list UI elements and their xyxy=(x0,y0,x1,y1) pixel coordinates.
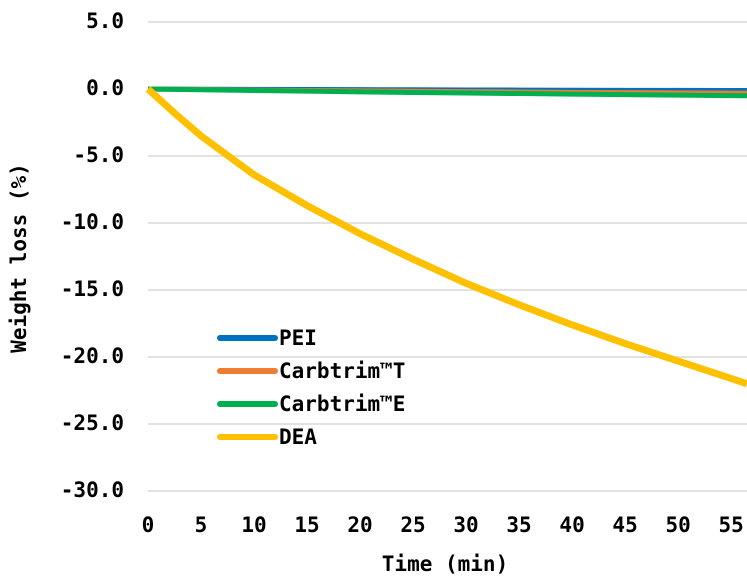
x-tick-label: 45 xyxy=(612,513,637,537)
y-tick-label: -30.0 xyxy=(61,478,124,502)
x-tick-label: 20 xyxy=(347,513,372,537)
y-tick-label: 0.0 xyxy=(86,76,124,100)
y-tick-label: 5.0 xyxy=(86,9,124,33)
x-tick-label: 5 xyxy=(195,513,208,537)
y-tick-label: -25.0 xyxy=(61,411,124,435)
x-tick-label: 40 xyxy=(559,513,584,537)
legend-label: Carbtrim™E xyxy=(279,392,405,416)
x-tick-label: 30 xyxy=(453,513,478,537)
x-tick-label: 25 xyxy=(400,513,425,537)
series-line xyxy=(145,86,747,388)
x-tick-label: 15 xyxy=(294,513,319,537)
x-tick-label: 55 xyxy=(718,513,743,537)
legend-label: DEA xyxy=(279,425,317,449)
y-tick-label: -5.0 xyxy=(73,143,124,167)
y-tick-label: -10.0 xyxy=(61,210,124,234)
series-line xyxy=(147,86,747,99)
x-tick-label: 35 xyxy=(506,513,531,537)
legend-label: PEI xyxy=(279,326,317,350)
y-tick-label: -20.0 xyxy=(61,344,124,368)
x-tick-label: 10 xyxy=(241,513,266,537)
x-axis-label: Time (min) xyxy=(382,552,508,576)
x-tick-label: 0 xyxy=(142,513,155,537)
legend-label: Carbtrim™T xyxy=(279,359,405,383)
y-tick-label: -15.0 xyxy=(61,277,124,301)
y-axis-label: Weight loss (%) xyxy=(7,163,31,353)
x-tick-label: 50 xyxy=(665,513,690,537)
